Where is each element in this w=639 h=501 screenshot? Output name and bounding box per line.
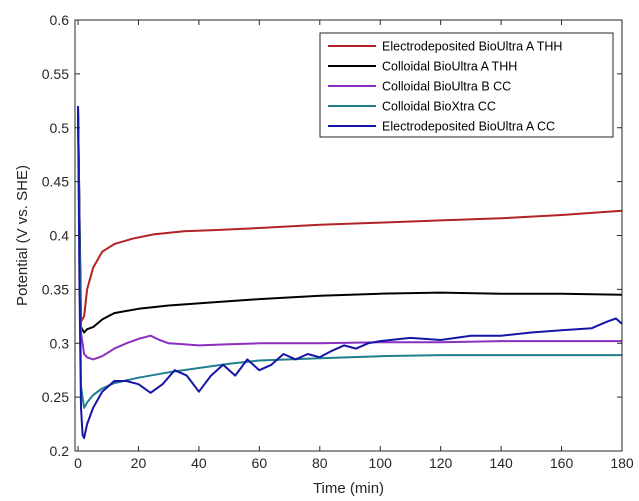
legend-label-3: Colloidal BioUltra B CC xyxy=(382,80,511,94)
y-tick-label: 0.55 xyxy=(42,66,69,82)
legend-label-4: Colloidal BioXtra CC xyxy=(382,100,496,114)
series-layer xyxy=(77,106,623,440)
x-tick-label: 20 xyxy=(131,455,147,471)
series-line-1 xyxy=(77,106,623,323)
x-tick-label: 180 xyxy=(610,455,634,471)
legend-label-1: Electrodeposited BioUltra A THH xyxy=(382,40,562,54)
y-tick-label: 0.6 xyxy=(50,12,70,28)
legend-label-5: Electrodeposited BioUltra A CC xyxy=(382,120,555,134)
series-line-3 xyxy=(77,106,622,361)
y-tick-label: 0.35 xyxy=(42,281,69,297)
legend-label-2: Colloidal BioUltra A THH xyxy=(382,60,517,74)
legend: Electrodeposited BioUltra A THH Colloidal… xyxy=(319,32,614,138)
y-tick-label: 0.25 xyxy=(42,389,69,405)
x-tick-label: 100 xyxy=(369,455,393,471)
x-tick-label: 120 xyxy=(429,455,453,471)
y-tick-label: 0.3 xyxy=(50,335,70,351)
x-axis-label: Time (min) xyxy=(313,480,384,497)
y-tick-label: 0.2 xyxy=(50,443,70,459)
x-tick-label: 0 xyxy=(74,455,82,471)
x-tick-label: 140 xyxy=(489,455,513,471)
ticks-layer: 0 20 40 60 80 100 120 140 160 180 0.2 0.25 0.3 0.35 0.… xyxy=(42,12,634,471)
x-tick-label: 80 xyxy=(312,455,328,471)
series-line-5 xyxy=(77,106,623,440)
series-line-2 xyxy=(77,106,623,334)
y-axis-label: Potential (V vs. SHE) xyxy=(14,165,31,306)
series-line-4 xyxy=(77,106,622,409)
y-tick-label: 0.4 xyxy=(50,228,70,244)
x-tick-label: 60 xyxy=(252,455,268,471)
x-tick-label: 40 xyxy=(191,455,207,471)
x-tick-label: 160 xyxy=(550,455,574,471)
y-tick-label: 0.45 xyxy=(42,174,69,190)
y-tick-label: 0.5 xyxy=(50,120,70,136)
